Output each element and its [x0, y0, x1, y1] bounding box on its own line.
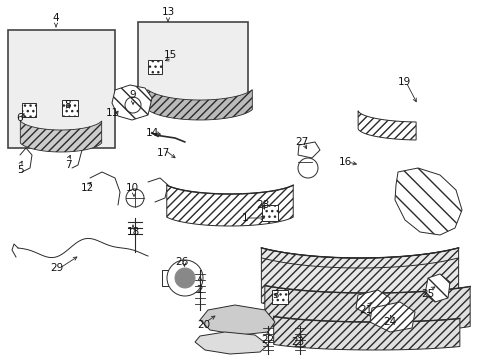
Polygon shape: [147, 90, 252, 120]
Polygon shape: [424, 274, 449, 302]
Text: 11: 11: [105, 108, 119, 118]
Text: 1: 1: [241, 213, 248, 223]
Text: 22: 22: [261, 335, 274, 345]
Polygon shape: [357, 111, 415, 140]
Bar: [8, 30, 115, 148]
Polygon shape: [369, 302, 414, 332]
Polygon shape: [394, 168, 461, 235]
Text: 13: 13: [161, 7, 174, 17]
Text: 25: 25: [421, 289, 434, 299]
Polygon shape: [297, 142, 319, 158]
Text: 24: 24: [383, 317, 396, 327]
Text: 17: 17: [156, 148, 169, 158]
Polygon shape: [261, 248, 458, 313]
Text: 8: 8: [64, 100, 71, 110]
Text: 10: 10: [125, 183, 138, 193]
Text: 5: 5: [17, 165, 23, 175]
Polygon shape: [166, 185, 293, 226]
Text: 3: 3: [271, 290, 278, 300]
Polygon shape: [112, 85, 152, 120]
Circle shape: [175, 268, 195, 288]
Bar: [262, 205, 278, 221]
Text: 27: 27: [295, 137, 308, 147]
Text: 19: 19: [397, 77, 410, 87]
Text: 2: 2: [196, 285, 203, 295]
Text: 12: 12: [80, 183, 93, 193]
Bar: [138, 22, 247, 108]
Bar: [148, 60, 162, 74]
Polygon shape: [200, 305, 274, 335]
Text: 28: 28: [256, 200, 269, 210]
Text: 6: 6: [17, 113, 23, 123]
Text: 21: 21: [359, 305, 372, 315]
Text: 14: 14: [145, 128, 158, 138]
Bar: [62, 100, 78, 116]
Text: 15: 15: [163, 50, 176, 60]
Text: 9: 9: [129, 90, 136, 100]
Text: 23: 23: [291, 337, 304, 347]
Bar: [271, 290, 287, 304]
Polygon shape: [273, 316, 459, 350]
Polygon shape: [264, 285, 469, 333]
Text: 4: 4: [53, 13, 59, 23]
Text: 18: 18: [126, 227, 140, 237]
Polygon shape: [355, 290, 389, 316]
Polygon shape: [195, 332, 267, 354]
Text: 16: 16: [338, 157, 351, 167]
Text: 29: 29: [50, 263, 63, 273]
Bar: [22, 103, 36, 117]
Polygon shape: [20, 121, 102, 152]
Text: 7: 7: [64, 160, 71, 170]
Text: 20: 20: [197, 320, 210, 330]
Text: 26: 26: [175, 257, 188, 267]
